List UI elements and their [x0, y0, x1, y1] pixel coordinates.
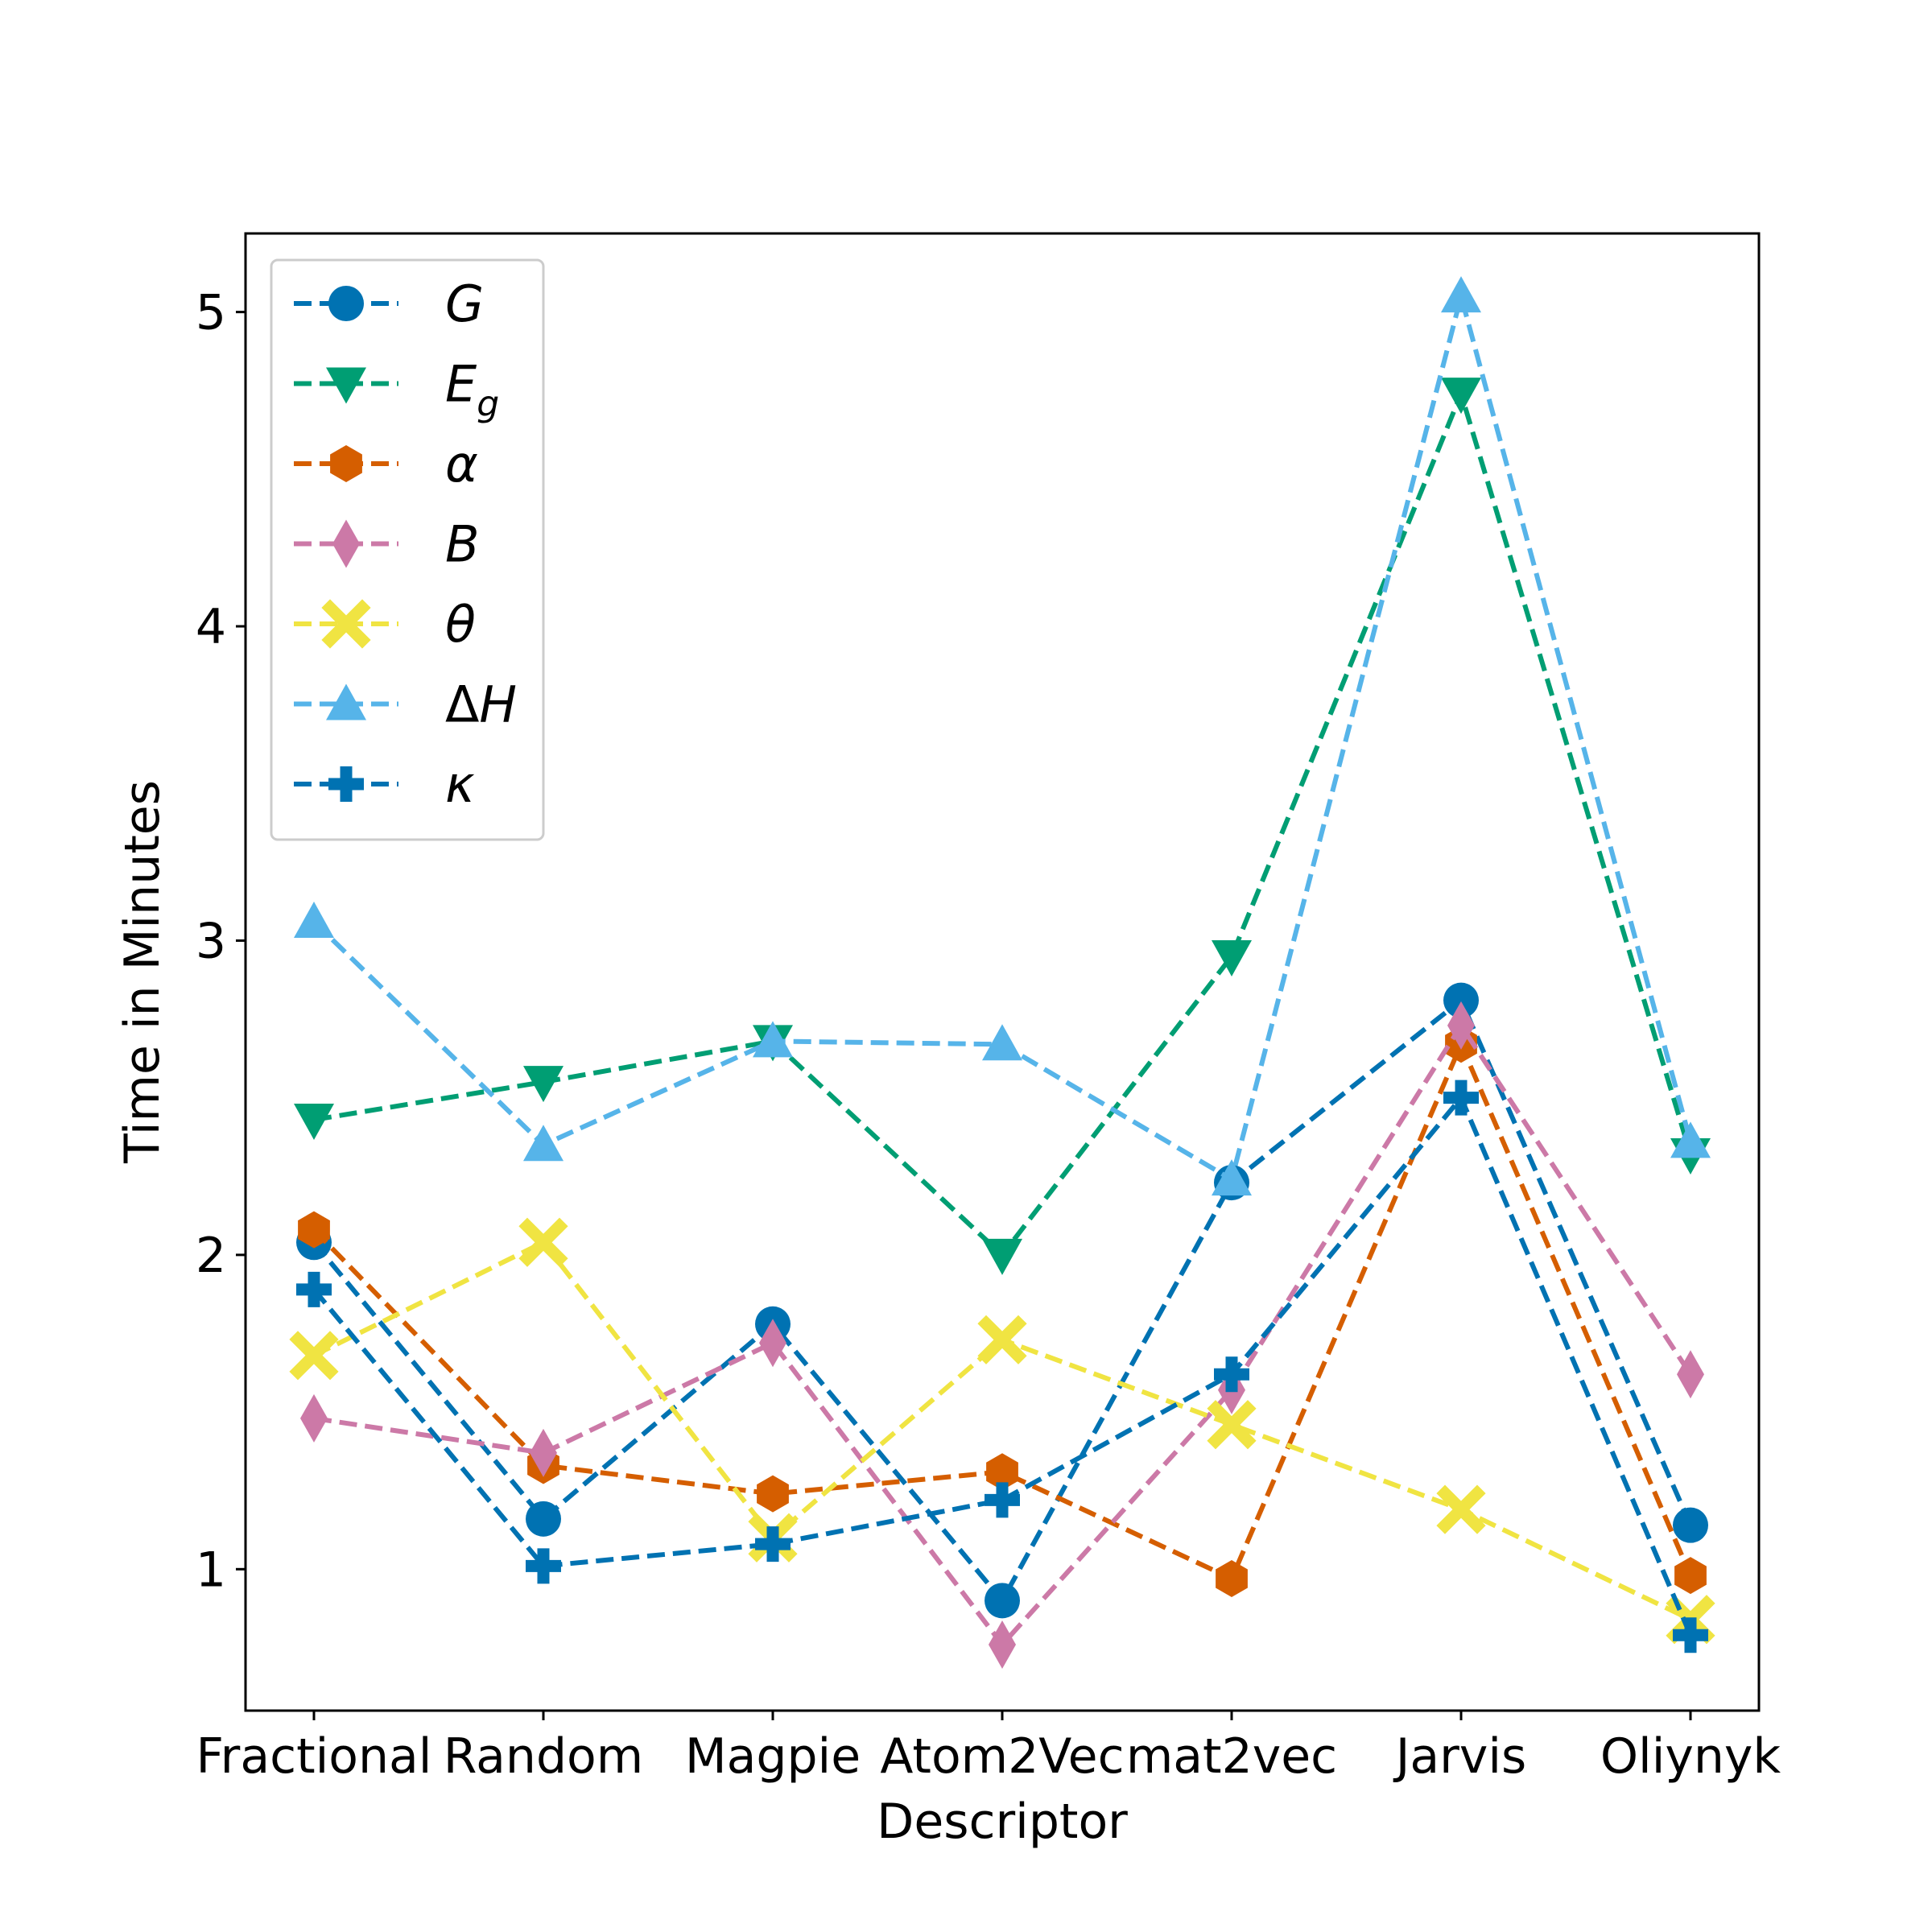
series-6-point — [755, 1526, 791, 1563]
y-tick-label: 2 — [196, 1228, 226, 1284]
series-6-point — [985, 1482, 1020, 1518]
series-2-point — [1674, 1557, 1707, 1595]
series-5-point — [1441, 276, 1481, 313]
legend-label: B — [445, 515, 480, 574]
series-3-point — [1447, 1001, 1475, 1050]
series-2-point — [986, 1453, 1018, 1491]
series-6-line — [312, 1095, 1693, 1637]
series-0-point — [1673, 1507, 1708, 1543]
legend-entry: Eg — [294, 355, 499, 425]
legend-frame — [270, 258, 545, 841]
legend: G Eg αBθ ΔH κ — [270, 258, 545, 841]
legend-marker — [330, 445, 362, 482]
series-2-point — [298, 1211, 330, 1249]
legend-entry: θ — [294, 595, 476, 654]
legend-label: Eg — [445, 355, 499, 425]
x-axis-label: Descriptor — [877, 1794, 1128, 1850]
series-1-point — [1441, 378, 1481, 415]
x-tick-label: Fractional — [196, 1728, 432, 1785]
x-tick-label: Jarvis — [1393, 1728, 1527, 1785]
legend-entry: B — [294, 515, 480, 574]
series-3-point — [1677, 1350, 1704, 1399]
y-tick-label: 5 — [196, 285, 226, 341]
series-5-group — [294, 276, 1711, 1196]
series-0-point — [526, 1501, 561, 1537]
x-tick-label: mat2vec — [1126, 1728, 1337, 1785]
series-5-point — [523, 1125, 564, 1162]
y-tick-label: 4 — [196, 599, 226, 655]
series-6-point — [526, 1548, 561, 1584]
x-tick-label: Magpie — [685, 1728, 861, 1785]
series-4-point — [1207, 1400, 1257, 1450]
legend-label: κ — [445, 755, 475, 814]
series-3-point — [530, 1428, 557, 1477]
series-2-point — [757, 1475, 789, 1513]
x-tick-label: Oliynyk — [1600, 1728, 1781, 1785]
legend-entry: ΔH — [294, 675, 517, 734]
series-6-point — [296, 1271, 332, 1307]
series-3-point — [300, 1393, 328, 1443]
series-6-point — [1214, 1356, 1249, 1393]
series-6-group — [296, 1080, 1708, 1653]
legend-entry: α — [294, 435, 478, 493]
series-4-point — [518, 1217, 568, 1267]
legend-entry: G — [294, 275, 484, 333]
y-axis: 1 2 3 4 5 — [196, 285, 246, 1598]
series-4-point — [977, 1315, 1027, 1364]
y-tick-label: 3 — [196, 913, 226, 969]
series-4-point — [1436, 1484, 1486, 1534]
series-5-point — [982, 1024, 1022, 1061]
series-3-point — [759, 1319, 786, 1368]
x-tick-label: Random — [444, 1728, 643, 1785]
y-tick-label: 1 — [196, 1542, 226, 1598]
legend-marker — [332, 519, 360, 568]
series-4-line — [312, 1240, 1692, 1622]
legend-marker — [326, 367, 366, 404]
series-5-point — [1670, 1121, 1711, 1158]
legend-marker — [326, 683, 366, 720]
legend-marker — [328, 766, 364, 802]
series-5-point — [294, 902, 334, 939]
series-4-point — [289, 1331, 339, 1381]
series-3-point — [989, 1620, 1016, 1670]
series-0-group — [296, 982, 1708, 1619]
series-1-point — [1212, 939, 1252, 976]
x-tick-label: Atom2Vec — [880, 1728, 1124, 1785]
series-layer — [289, 276, 1715, 1670]
legend-marker — [328, 286, 364, 321]
legend-marker — [321, 599, 371, 649]
series-0-point — [1443, 982, 1479, 1018]
legend-entry: κ — [294, 755, 475, 814]
series-3-group — [300, 1001, 1704, 1670]
series-1-point — [523, 1066, 564, 1103]
series-5-point — [753, 1021, 793, 1058]
series-4-group — [289, 1217, 1715, 1645]
series-0-point — [985, 1583, 1020, 1619]
series-1-point — [982, 1238, 1022, 1275]
series-6-point — [1443, 1080, 1479, 1116]
legend-label: θ — [445, 595, 476, 654]
series-5-point — [1212, 1159, 1252, 1196]
legend-label: α — [445, 435, 478, 493]
y-axis-label: Time in Minutes — [114, 780, 171, 1164]
legend-label: ΔH — [445, 675, 517, 734]
series-6-point — [1673, 1617, 1708, 1653]
legend-label: G — [445, 275, 484, 333]
x-axis: Fractional Random Magpie Atom2Vec mat2vec Jar… — [196, 1711, 1781, 1785]
series-1-point — [294, 1104, 334, 1140]
series-2-point — [1216, 1560, 1248, 1597]
